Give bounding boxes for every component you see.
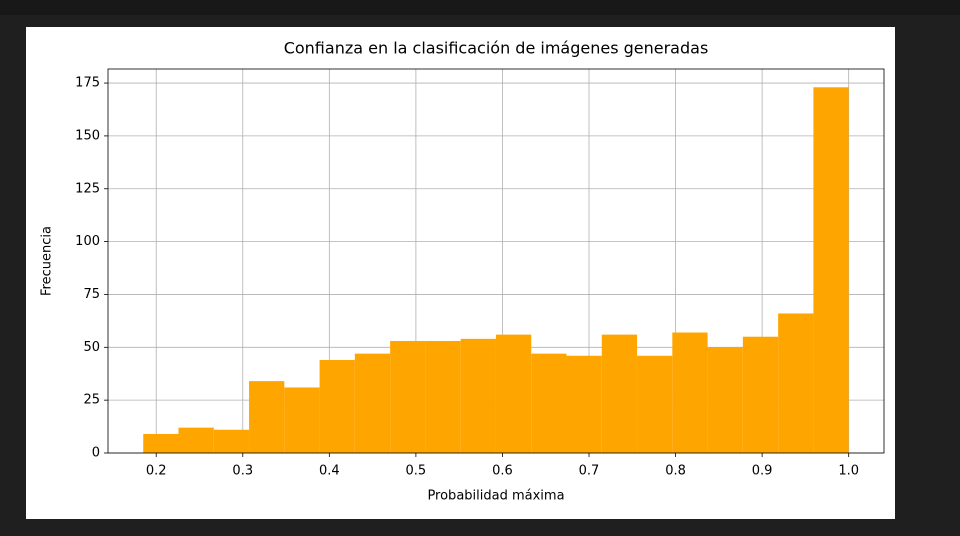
bar xyxy=(319,359,355,453)
x-tick-label: 0.5 xyxy=(406,464,427,479)
bar xyxy=(566,355,602,453)
bar xyxy=(284,387,320,453)
bar xyxy=(213,429,250,453)
bar xyxy=(813,87,849,454)
bar xyxy=(178,427,214,453)
x-tick-label: 0.6 xyxy=(492,464,513,479)
x-tick-label: 1.0 xyxy=(838,464,859,479)
plot-frame xyxy=(107,68,885,454)
x-tick-label: 0.3 xyxy=(232,464,253,479)
y-tick-label: 25 xyxy=(83,393,100,408)
x-tick-label: 0.2 xyxy=(146,464,167,479)
y-tick-label: 75 xyxy=(83,287,100,302)
x-axis-label: Probabilidad máxima xyxy=(427,489,564,504)
y-tick-label: 0 xyxy=(92,446,100,461)
bar xyxy=(249,381,285,453)
x-tick-label: 0.9 xyxy=(752,464,773,479)
chart-title: Confianza en la clasificación de imágene… xyxy=(284,39,709,58)
y-tick-label: 50 xyxy=(83,340,100,355)
bar xyxy=(425,340,461,453)
bar xyxy=(531,353,567,453)
bar xyxy=(495,334,532,453)
bar xyxy=(778,313,814,453)
bar xyxy=(707,347,743,453)
bar xyxy=(742,336,779,453)
x-tick-label: 0.7 xyxy=(579,464,600,479)
bar xyxy=(390,340,426,453)
y-axis-label: Frecuencia xyxy=(40,226,55,296)
y-tick-label: 150 xyxy=(75,128,100,143)
x-tick-label: 0.4 xyxy=(319,464,340,479)
y-tick-label: 100 xyxy=(75,234,100,249)
y-tick-label: 125 xyxy=(75,181,100,196)
bar xyxy=(637,355,673,453)
bar xyxy=(143,433,179,453)
y-tick-label: 175 xyxy=(75,76,100,91)
bar xyxy=(460,338,496,453)
toolbar xyxy=(0,0,960,15)
x-tick-label: 0.8 xyxy=(665,464,686,479)
bar xyxy=(354,353,391,453)
bar xyxy=(672,332,708,453)
bar xyxy=(601,334,638,453)
